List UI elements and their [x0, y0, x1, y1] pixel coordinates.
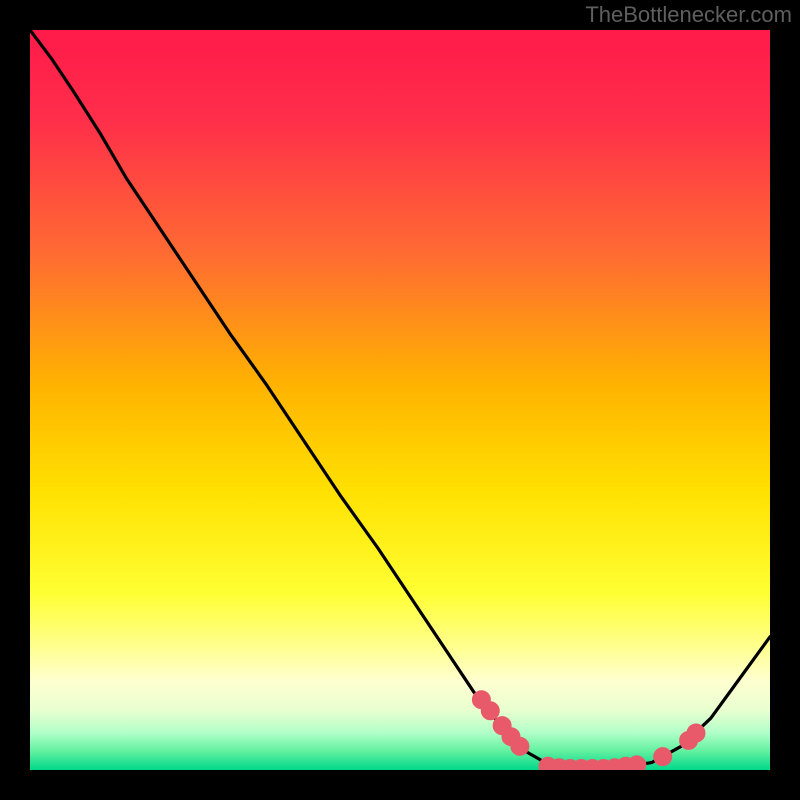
marker-point [628, 756, 646, 770]
gradient-background [30, 30, 770, 770]
marker-point [654, 748, 672, 766]
marker-point [687, 724, 705, 742]
chart-container: TheBottlenecker.com [0, 0, 800, 800]
marker-point [481, 702, 499, 720]
watermark-text: TheBottlenecker.com [585, 2, 792, 28]
plot-area [30, 30, 770, 770]
marker-point [511, 737, 529, 755]
plot-svg [30, 30, 770, 770]
